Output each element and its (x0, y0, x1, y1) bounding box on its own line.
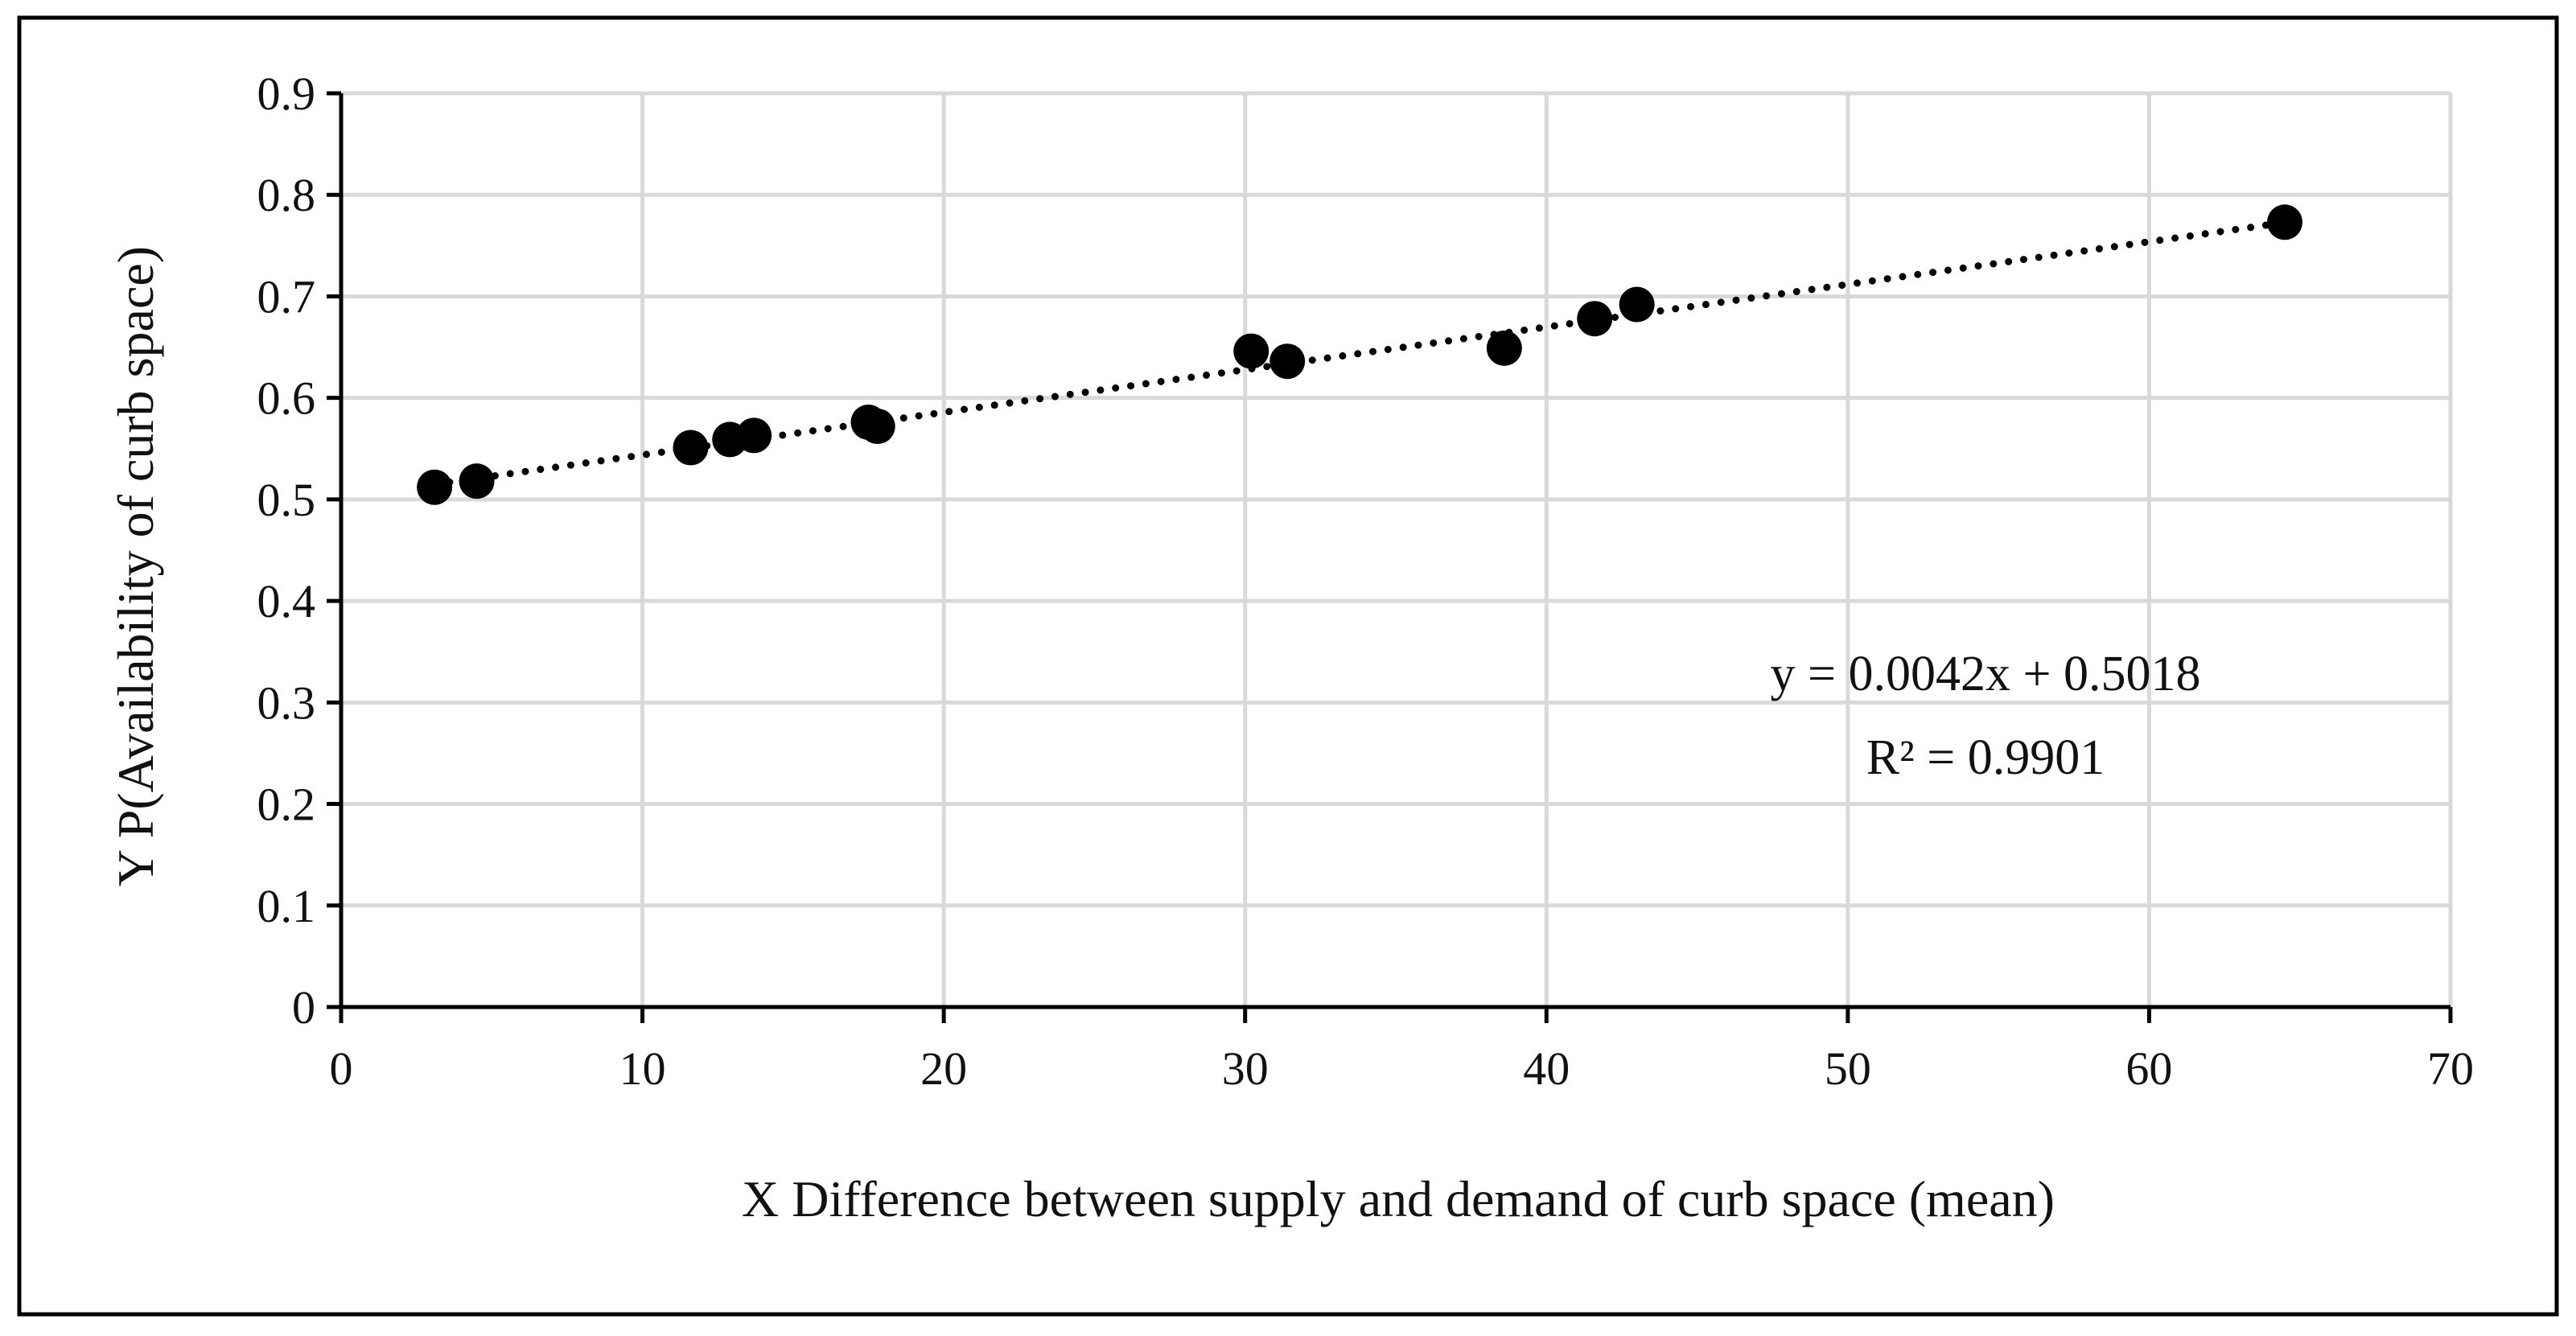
x-tick-label-1: 10 (619, 1042, 666, 1095)
y-tick-label-9: 0.9 (257, 68, 316, 120)
data-point-6 (859, 409, 895, 445)
y-tick-label-1: 0.1 (257, 880, 316, 932)
y-tick-label-0: 0 (292, 981, 315, 1034)
r-squared-annotation: R² = 0.9901 (1866, 730, 2105, 785)
x-tick-label-4: 40 (1523, 1042, 1570, 1095)
y-tick-label-4: 0.4 (257, 575, 316, 627)
data-point-9 (1486, 330, 1522, 366)
data-point-1 (459, 463, 495, 499)
grid (341, 91, 2453, 1007)
x-tick-label-3: 30 (1222, 1042, 1269, 1095)
labels: y = 0.0042x + 0.5018 R² = 0.9901 X Diffe… (107, 68, 2474, 1227)
x-tick-label-0: 0 (330, 1042, 353, 1095)
data-point-11 (1619, 286, 1655, 323)
x-tick-label-2: 20 (920, 1042, 967, 1095)
y-tick-label-8: 0.8 (257, 169, 316, 221)
trendline-group (430, 219, 2289, 488)
axes (327, 91, 2453, 1023)
y-tick-label-6: 0.6 (257, 372, 316, 425)
data-point-12 (2266, 204, 2302, 240)
y-tick-label-3: 0.3 (257, 676, 316, 729)
data-point-4 (736, 417, 772, 454)
data-point-0 (417, 469, 453, 505)
data-point-10 (1577, 301, 1613, 337)
y-tick-label-2: 0.2 (257, 779, 316, 831)
data-point-8 (1269, 343, 1306, 380)
chart-frame (17, 15, 2559, 1317)
y-tick-label-5: 0.5 (257, 474, 316, 526)
data-point-7 (1233, 333, 1269, 369)
trendline (430, 219, 2289, 488)
y-axis-title: Y P(Availability of curb space) (107, 246, 164, 886)
equation-annotation: y = 0.0042x + 0.5018 (1771, 647, 2201, 701)
data-point-2 (673, 430, 709, 466)
data-points (417, 204, 2302, 505)
x-axis-title: X Difference between supply and demand o… (742, 1170, 2055, 1227)
y-tick-label-7: 0.7 (257, 270, 316, 323)
x-tick-label-6: 60 (2125, 1042, 2172, 1095)
x-tick-label-5: 50 (1825, 1042, 1871, 1095)
x-tick-label-7: 70 (2427, 1042, 2474, 1095)
